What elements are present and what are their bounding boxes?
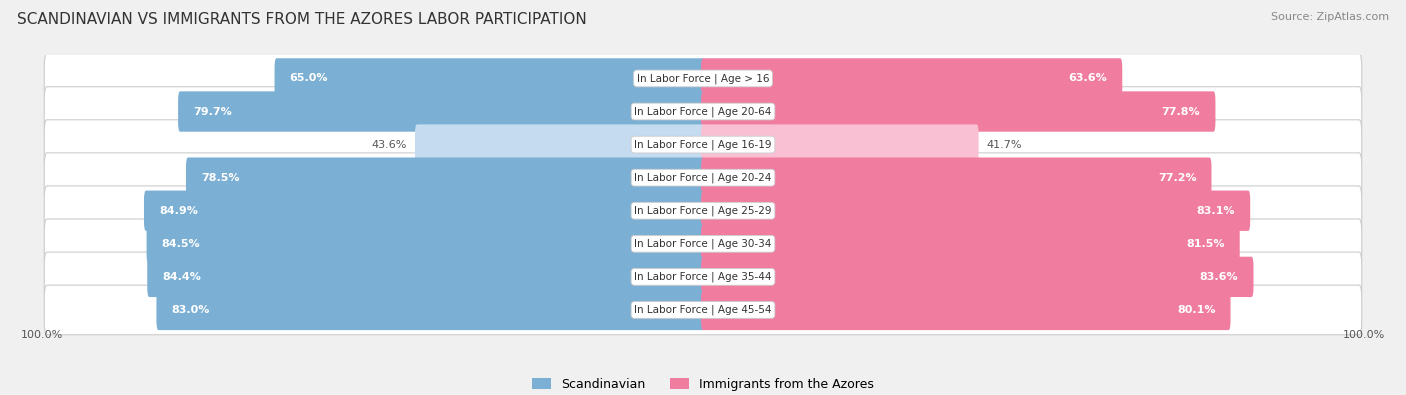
FancyBboxPatch shape (44, 219, 1362, 269)
Text: 84.5%: 84.5% (162, 239, 200, 249)
Text: In Labor Force | Age 20-64: In Labor Force | Age 20-64 (634, 106, 772, 117)
Text: 77.2%: 77.2% (1157, 173, 1197, 182)
Text: 43.6%: 43.6% (371, 139, 408, 150)
Text: 81.5%: 81.5% (1187, 239, 1225, 249)
Text: 100.0%: 100.0% (21, 330, 63, 340)
Text: 78.5%: 78.5% (201, 173, 239, 182)
FancyBboxPatch shape (44, 120, 1362, 169)
FancyBboxPatch shape (702, 91, 1215, 132)
Legend: Scandinavian, Immigrants from the Azores: Scandinavian, Immigrants from the Azores (527, 373, 879, 395)
FancyBboxPatch shape (702, 158, 1212, 198)
Text: 80.1%: 80.1% (1177, 305, 1215, 315)
Text: 63.6%: 63.6% (1069, 73, 1107, 83)
Text: 83.6%: 83.6% (1199, 272, 1239, 282)
Text: 83.1%: 83.1% (1197, 206, 1234, 216)
Text: 77.8%: 77.8% (1161, 107, 1201, 117)
Text: SCANDINAVIAN VS IMMIGRANTS FROM THE AZORES LABOR PARTICIPATION: SCANDINAVIAN VS IMMIGRANTS FROM THE AZOR… (17, 12, 586, 27)
Text: Source: ZipAtlas.com: Source: ZipAtlas.com (1271, 12, 1389, 22)
FancyBboxPatch shape (44, 186, 1362, 235)
FancyBboxPatch shape (44, 252, 1362, 302)
FancyBboxPatch shape (702, 190, 1250, 231)
FancyBboxPatch shape (148, 257, 704, 297)
Text: 100.0%: 100.0% (1343, 330, 1385, 340)
FancyBboxPatch shape (702, 224, 1240, 264)
FancyBboxPatch shape (186, 158, 704, 198)
Text: In Labor Force | Age 30-34: In Labor Force | Age 30-34 (634, 239, 772, 249)
Text: 65.0%: 65.0% (290, 73, 328, 83)
FancyBboxPatch shape (143, 190, 704, 231)
FancyBboxPatch shape (415, 124, 704, 165)
Text: In Labor Force | Age 20-24: In Labor Force | Age 20-24 (634, 172, 772, 183)
Text: In Labor Force | Age 45-54: In Labor Force | Age 45-54 (634, 305, 772, 315)
Text: 84.4%: 84.4% (162, 272, 201, 282)
FancyBboxPatch shape (44, 153, 1362, 203)
FancyBboxPatch shape (702, 124, 979, 165)
Text: In Labor Force | Age 16-19: In Labor Force | Age 16-19 (634, 139, 772, 150)
FancyBboxPatch shape (702, 257, 1254, 297)
FancyBboxPatch shape (156, 290, 704, 330)
FancyBboxPatch shape (146, 224, 704, 264)
FancyBboxPatch shape (44, 285, 1362, 335)
FancyBboxPatch shape (179, 91, 704, 132)
Text: In Labor Force | Age 25-29: In Labor Force | Age 25-29 (634, 205, 772, 216)
FancyBboxPatch shape (274, 58, 704, 99)
Text: In Labor Force | Age > 16: In Labor Force | Age > 16 (637, 73, 769, 84)
FancyBboxPatch shape (44, 87, 1362, 136)
Text: In Labor Force | Age 35-44: In Labor Force | Age 35-44 (634, 272, 772, 282)
FancyBboxPatch shape (44, 54, 1362, 103)
Text: 41.7%: 41.7% (987, 139, 1022, 150)
Text: 83.0%: 83.0% (172, 305, 209, 315)
Text: 84.9%: 84.9% (159, 206, 198, 216)
FancyBboxPatch shape (702, 290, 1230, 330)
Text: 79.7%: 79.7% (193, 107, 232, 117)
FancyBboxPatch shape (702, 58, 1122, 99)
